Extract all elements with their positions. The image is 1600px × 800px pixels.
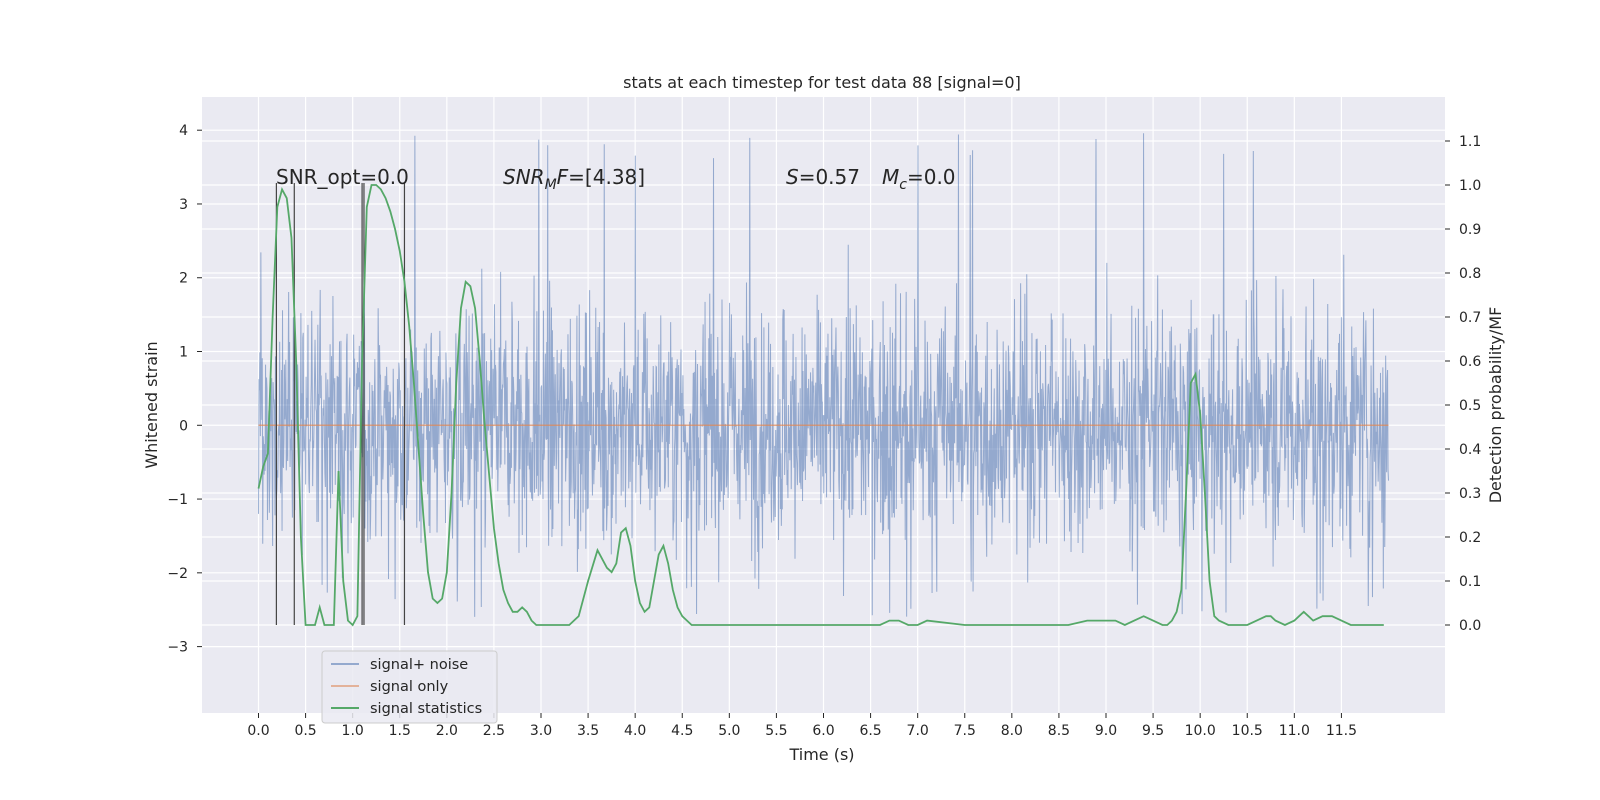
y-right-tick-label: 0.4	[1459, 442, 1481, 458]
y-left-tick-label: 3	[179, 197, 188, 213]
x-tick-label: 2.5	[483, 723, 505, 739]
y-right-tick-label: 0.1	[1459, 574, 1481, 590]
y-left-tick-label: −2	[167, 566, 188, 582]
y-right-tick-label: 0.5	[1459, 398, 1481, 414]
legend: signal+ noise signal only signal statist…	[321, 650, 498, 724]
x-tick-label: 1.0	[342, 723, 364, 739]
x-axis-ticks: 0.0 0.5 1.0 1.5 2.0 2.5 3.0 3.5 4.0 4.5 5.0 5.5 6.0 6…	[247, 713, 1357, 739]
x-tick-label: 0.0	[247, 723, 269, 739]
annotation-snr-mf: SNRMF=[4.38]	[503, 165, 645, 193]
x-tick-label: 4.0	[624, 723, 646, 739]
y-left-tick-label: −1	[167, 492, 188, 508]
annotation-s-mc: S=0.57 Mc=0.0	[786, 165, 956, 193]
y-axis-right-ticks: 0.0 0.1 0.2 0.3 0.4 0.5 0.6 0.7 0.8 0.9 1.0 1.1	[1445, 134, 1481, 634]
x-tick-label: 5.5	[765, 723, 787, 739]
x-tick-label: 9.5	[1142, 723, 1164, 739]
x-tick-label: 3.0	[530, 723, 552, 739]
x-tick-label: 8.5	[1048, 723, 1070, 739]
x-tick-label: 4.5	[671, 723, 693, 739]
x-tick-label: 11.0	[1279, 723, 1310, 739]
y-axis-left-label: Whitened strain	[142, 341, 161, 468]
y-right-tick-label: 0.6	[1459, 354, 1481, 370]
x-tick-label: 11.5	[1326, 723, 1357, 739]
y-right-tick-label: 0.7	[1459, 310, 1481, 326]
y-left-tick-label: −3	[167, 640, 188, 656]
x-tick-label: 7.5	[954, 723, 976, 739]
y-axis-left-ticks: −3 −2 −1 0 1 2 3 4	[167, 123, 202, 656]
x-tick-label: 10.5	[1232, 723, 1263, 739]
x-tick-label: 6.0	[812, 723, 834, 739]
y-left-tick-label: 1	[179, 345, 188, 361]
y-right-tick-label: 1.0	[1459, 178, 1481, 194]
y-right-tick-label: 0.2	[1459, 530, 1481, 546]
signal-statistics-series	[257, 184, 1384, 627]
y-right-tick-label: 1.1	[1459, 134, 1481, 150]
y-right-tick-label: 0.0	[1459, 618, 1481, 634]
legend-label-signal-statistics: signal statistics	[370, 701, 482, 717]
legend-label-signal-noise: signal+ noise	[370, 657, 468, 673]
y-left-tick-label: 2	[179, 271, 188, 287]
signal-noise-series	[258, 133, 1389, 617]
x-tick-label: 1.5	[389, 723, 411, 739]
x-tick-label: 10.0	[1185, 723, 1216, 739]
y-right-tick-label: 0.3	[1459, 486, 1481, 502]
x-tick-label: 6.5	[859, 723, 881, 739]
y-left-tick-label: 4	[179, 123, 188, 139]
legend-label-signal-only: signal only	[370, 679, 449, 695]
y-right-tick-label: 0.8	[1459, 266, 1481, 282]
y-axis-right-label: Detection probability/MF	[1486, 307, 1505, 504]
x-tick-label: 9.0	[1095, 723, 1117, 739]
y-left-tick-label: 0	[179, 418, 188, 434]
annotation-snr-opt: SNR_opt=0.0	[276, 165, 409, 189]
x-tick-label: 5.0	[718, 723, 740, 739]
chart-title: stats at each timestep for test data 88 …	[623, 73, 1021, 92]
x-tick-label: 7.0	[907, 723, 929, 739]
x-tick-label: 0.5	[294, 723, 316, 739]
x-axis-label: Time (s)	[788, 745, 854, 764]
x-tick-label: 2.0	[436, 723, 458, 739]
marker-lines	[275, 183, 406, 625]
signal-noise-line	[258, 133, 1389, 617]
x-tick-label: 3.5	[577, 723, 599, 739]
y-right-tick-label: 0.9	[1459, 222, 1481, 238]
x-tick-label: 8.0	[1001, 723, 1023, 739]
